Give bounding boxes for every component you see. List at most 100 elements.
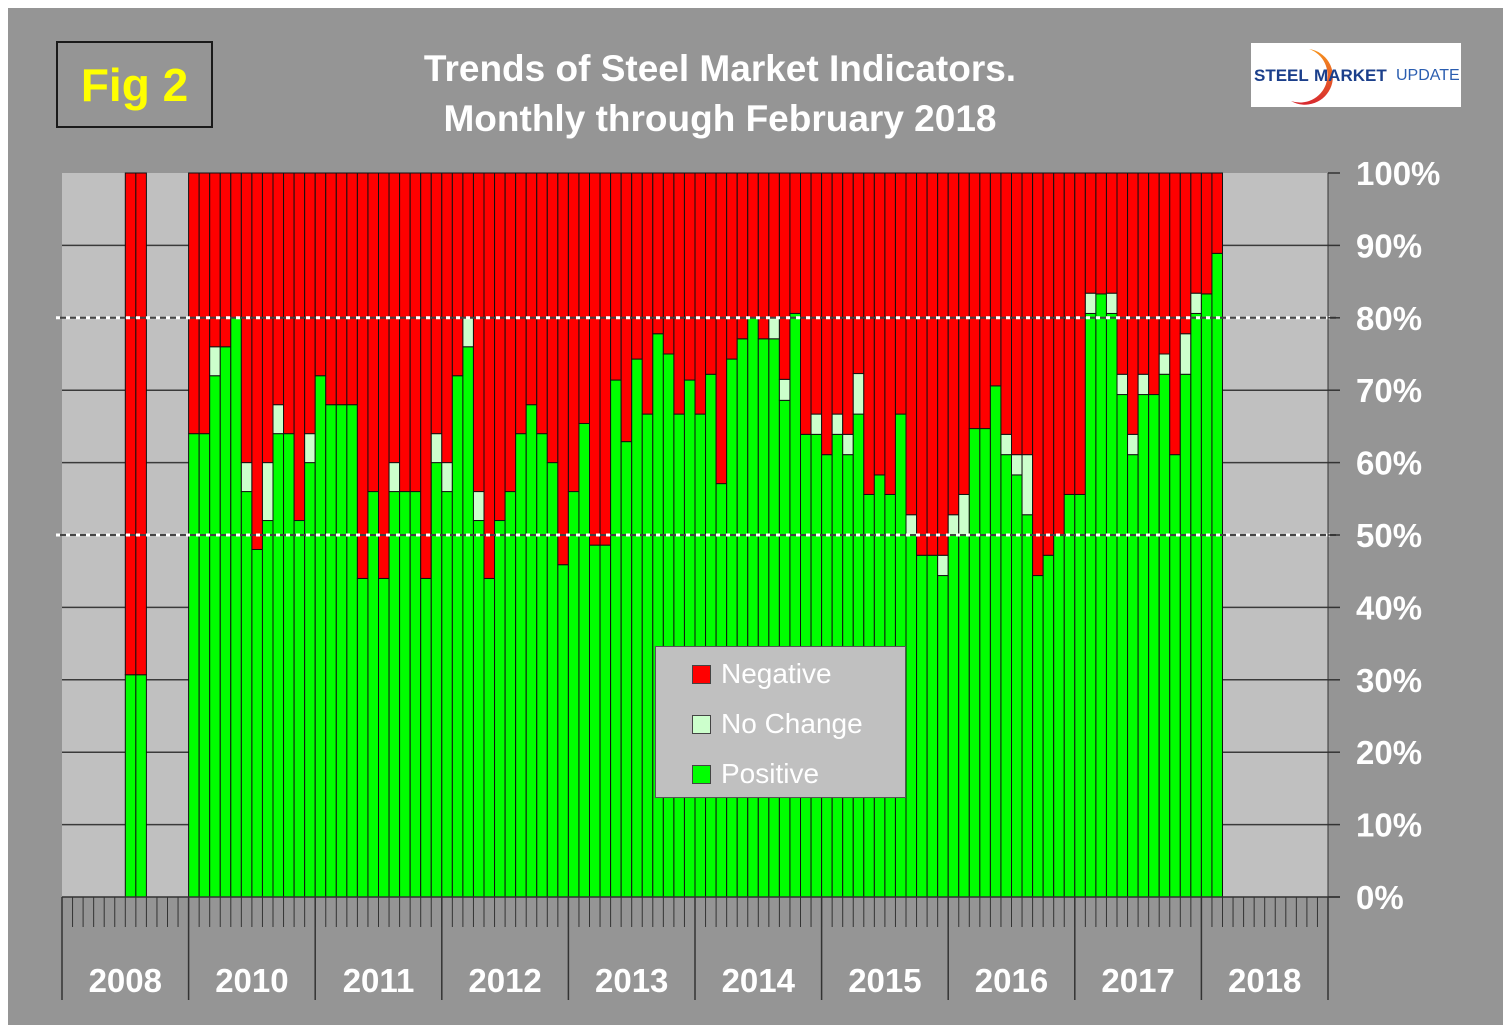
bar-segment-negative (272, 172, 285, 406)
bar-segment-no-change (1116, 373, 1129, 396)
bar-segment-negative (620, 172, 633, 443)
bar-segment-negative (905, 172, 918, 516)
bar-segment-no-change (261, 462, 274, 522)
bar-segment-negative (789, 172, 802, 314)
bar-segment-negative (937, 172, 949, 556)
y-axis-labels: 0% 10% 20% 30% 40% 50% 60% 70% 80% 90% 100% (1356, 155, 1440, 916)
bar-segment-negative (251, 172, 263, 550)
bar-segment-negative (409, 172, 422, 493)
bar-segment-negative (873, 172, 886, 476)
bar-segment-no-change (1190, 292, 1202, 314)
bar-segment-negative (810, 172, 823, 415)
bar-segment-positive (240, 491, 253, 898)
bar-segment-negative (483, 172, 496, 579)
bar-segment-negative (525, 172, 538, 406)
legend-swatch-positive (692, 764, 711, 784)
bar-segment-no-change (852, 373, 865, 415)
bar-segment-positive (188, 433, 200, 898)
bar-segment-positive (958, 534, 970, 898)
bar-segment-positive (1169, 454, 1181, 898)
bar-segment-negative (979, 172, 991, 430)
bar-segment-positive (367, 491, 380, 898)
bar-segment-negative (335, 172, 348, 406)
bar-segment-negative (852, 172, 865, 375)
bar-segment-positive (589, 544, 601, 898)
bar-segment-positive (916, 554, 928, 898)
bar-segment-positive (378, 577, 390, 898)
bar-segment-positive (515, 433, 527, 898)
bar-segment-negative (557, 172, 569, 566)
bar-segment-negative (1074, 172, 1086, 495)
bar-segment-positive (356, 577, 369, 898)
bar-segment-negative (641, 172, 654, 415)
bar-segment-negative (451, 172, 464, 377)
x-tick-label: 2012 (468, 962, 541, 999)
bar-segment-no-change (947, 514, 960, 536)
bar-segment-positive (1148, 394, 1160, 898)
bar-segment-negative (378, 172, 390, 579)
bar-segment-negative (567, 172, 580, 493)
legend-item-positive: Positive (692, 758, 820, 789)
bar-segment-positive (631, 358, 643, 898)
bar-segment-negative (778, 172, 791, 380)
bar-segment-positive (293, 520, 306, 898)
bar-segment-no-change (272, 404, 285, 435)
bar-segment-positive (304, 462, 316, 898)
x-tick-label: 2013 (595, 962, 668, 999)
bar-segment-no-change (937, 554, 949, 577)
bar-segment-no-change (1137, 373, 1150, 396)
bar-segment-negative (325, 172, 337, 406)
y-tick-label: 90% (1356, 227, 1422, 264)
legend-label-positive: Positive (721, 758, 820, 789)
y-tick-label: 0% (1356, 879, 1404, 916)
y-tick-label: 50% (1356, 517, 1422, 554)
bar-segment-positive (1042, 554, 1055, 898)
bar-segment-positive (135, 674, 147, 898)
legend-swatch-no-change (692, 714, 711, 734)
chart-title-line2: Monthly through February 2018 (443, 98, 997, 139)
bar-segment-positive (504, 491, 517, 898)
bar-segment-negative (219, 172, 232, 348)
bar-segment-no-change (842, 433, 854, 456)
bar-segment-positive (789, 312, 802, 898)
bar-segment-negative (399, 172, 411, 493)
x-tick-label: 2014 (722, 962, 796, 999)
x-axis-labels: 2008 2010 2011 2012 2013 2014 2015 2016 2017 2018 (89, 962, 1302, 999)
bar-segment-negative (1116, 172, 1129, 375)
bar-segment-negative (1053, 172, 1065, 536)
bar-segment-negative (536, 172, 548, 435)
bar-segment-negative (705, 172, 717, 375)
legend-label-no-change: No Change (721, 708, 863, 739)
bar-segment-positive (937, 575, 949, 898)
bar-segment-no-change (240, 462, 253, 493)
bar-segment-no-change (388, 462, 401, 493)
y-tick-label: 60% (1356, 445, 1422, 482)
bar-segment-negative (283, 172, 295, 435)
bar-segment-positive (1011, 474, 1023, 898)
bar-segment-negative (894, 172, 907, 415)
bar-segment-positive (346, 404, 358, 898)
bar-segment-positive (261, 520, 274, 898)
bar-segment-positive (325, 404, 337, 898)
bar-segment-negative (1179, 172, 1192, 335)
bar-segment-negative (863, 172, 875, 495)
bar-segment-no-change (768, 317, 780, 340)
bar-segment-positive (388, 491, 401, 898)
legend-swatch-negative (692, 664, 711, 684)
bar-segment-negative (462, 172, 474, 319)
bar-segment-positive (198, 433, 211, 898)
bar-segment-negative (1032, 172, 1044, 577)
bar-segment-positive (451, 375, 464, 898)
bar-segment-no-change (831, 413, 844, 435)
bar-segment-positive (662, 353, 675, 898)
bar-segment-positive (230, 317, 242, 898)
bar-segment-negative (715, 172, 728, 485)
bar-segment-positive (1053, 534, 1065, 898)
legend-label-negative: Negative (721, 658, 832, 689)
bar-segment-negative (1011, 172, 1023, 456)
bar-segment-positive (683, 379, 696, 898)
steel-market-update-logo: STEEL MARKET UPDATE (1251, 43, 1461, 107)
bar-segment-positive (462, 346, 474, 898)
bar-segment-positive (1084, 312, 1097, 898)
bar-segment-negative (1200, 172, 1213, 295)
